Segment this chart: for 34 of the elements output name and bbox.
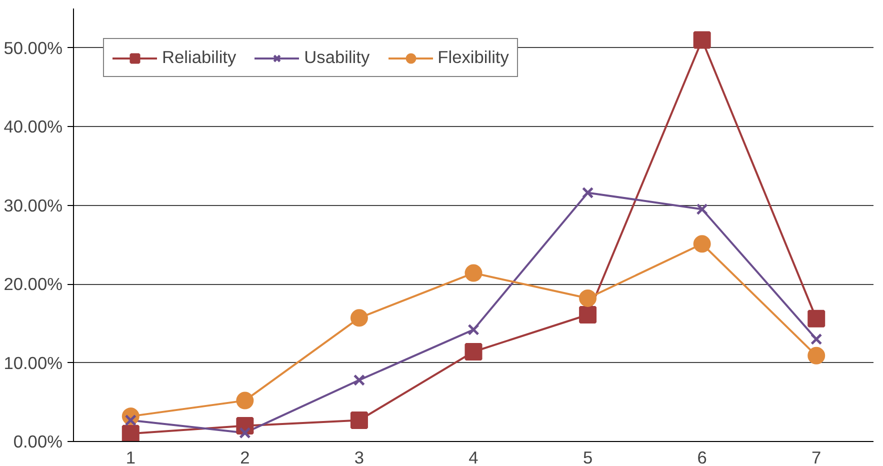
- point: [464, 343, 482, 360]
- point: [122, 424, 140, 442]
- point: [693, 235, 711, 253]
- x-tick-label: 2: [240, 448, 250, 466]
- point: [239, 426, 251, 439]
- x-tick-label: 1: [126, 448, 136, 466]
- x-tick-label: 6: [697, 448, 707, 466]
- point: [808, 346, 826, 364]
- point: [468, 324, 480, 336]
- point: [236, 392, 254, 410]
- point: [696, 203, 708, 216]
- y-tick-label: 0.00%: [13, 432, 63, 452]
- y-tick-label: 50.00%: [4, 38, 63, 58]
- point: [808, 310, 826, 328]
- y-tick-label: 20.00%: [4, 274, 63, 294]
- y-tick-label: 10.00%: [4, 352, 63, 373]
- y-tick-label: 40.00%: [4, 116, 63, 137]
- x-tick-label: 4: [468, 448, 479, 466]
- x-tick-label: 5: [582, 448, 593, 466]
- legend-label: Flexibility: [438, 47, 509, 68]
- y-tick-label: 30.00%: [4, 195, 63, 216]
- point: [579, 306, 597, 324]
- point: [582, 186, 594, 199]
- point: [579, 289, 597, 307]
- point: [350, 309, 368, 327]
- point: [810, 333, 822, 345]
- x-tick-label: 3: [354, 448, 364, 466]
- point: [350, 411, 368, 429]
- point: [693, 31, 711, 49]
- legend-label: Reliability: [162, 47, 236, 68]
- legend-label: Usability: [304, 47, 370, 68]
- x-tick-label: 7: [812, 448, 822, 466]
- point: [464, 264, 482, 282]
- point: [353, 374, 366, 386]
